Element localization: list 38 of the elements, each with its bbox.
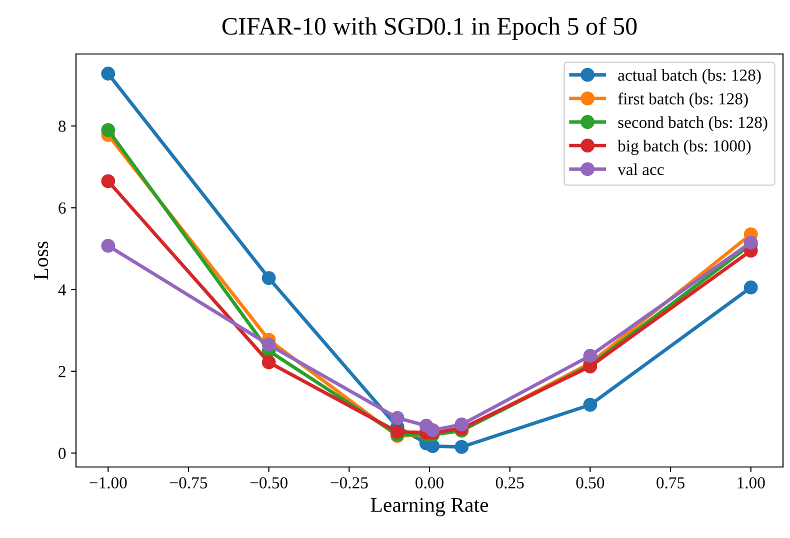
point: [262, 271, 276, 286]
y-axis-title: Loss: [34, 242, 48, 280]
point: [744, 280, 758, 294]
x-tick-label: 0.00: [416, 477, 444, 489]
point: [262, 355, 276, 370]
x-tick-label: 0.25: [496, 477, 524, 489]
x-axis-title: Learning Rate: [370, 498, 488, 516]
point: [583, 398, 598, 412]
legend-label: val acc: [618, 163, 664, 176]
legend-label: big batch (bs: 1000): [618, 140, 751, 155]
x-tick-label: 1.00: [738, 477, 765, 489]
point: [454, 440, 469, 454]
y-tick-label: 4: [58, 284, 66, 296]
x-tick-label: −0.75: [170, 477, 208, 489]
x-tick-label: 0.75: [656, 477, 684, 489]
legend-label: first batch (bs: 128): [618, 92, 748, 108]
point: [426, 439, 440, 454]
x-tick-label: −0.25: [330, 477, 368, 489]
y-tick-label: 6: [58, 202, 66, 214]
legend-label: second batch (bs: 128): [618, 116, 768, 132]
point: [101, 66, 116, 81]
point: [101, 174, 116, 188]
y-tick-label: 2: [58, 366, 66, 378]
x-tick-label: −1.00: [90, 477, 127, 489]
y-tick-label: 8: [58, 120, 66, 132]
point: [262, 338, 276, 352]
point: [390, 424, 404, 439]
y-tick-label: 0: [58, 448, 66, 460]
x-tick-label: −0.50: [250, 477, 288, 489]
point: [101, 123, 116, 137]
x-tick-label: 0.50: [576, 477, 604, 489]
point: [101, 238, 116, 253]
chart-title: CIFAR-10 with SGD0.1 in Epoch 5 of 50: [222, 16, 637, 40]
point: [583, 348, 598, 363]
point: [426, 423, 440, 438]
legend-label: actual batch (bs: 128): [618, 69, 761, 84]
point: [454, 418, 469, 432]
point: [390, 410, 404, 425]
